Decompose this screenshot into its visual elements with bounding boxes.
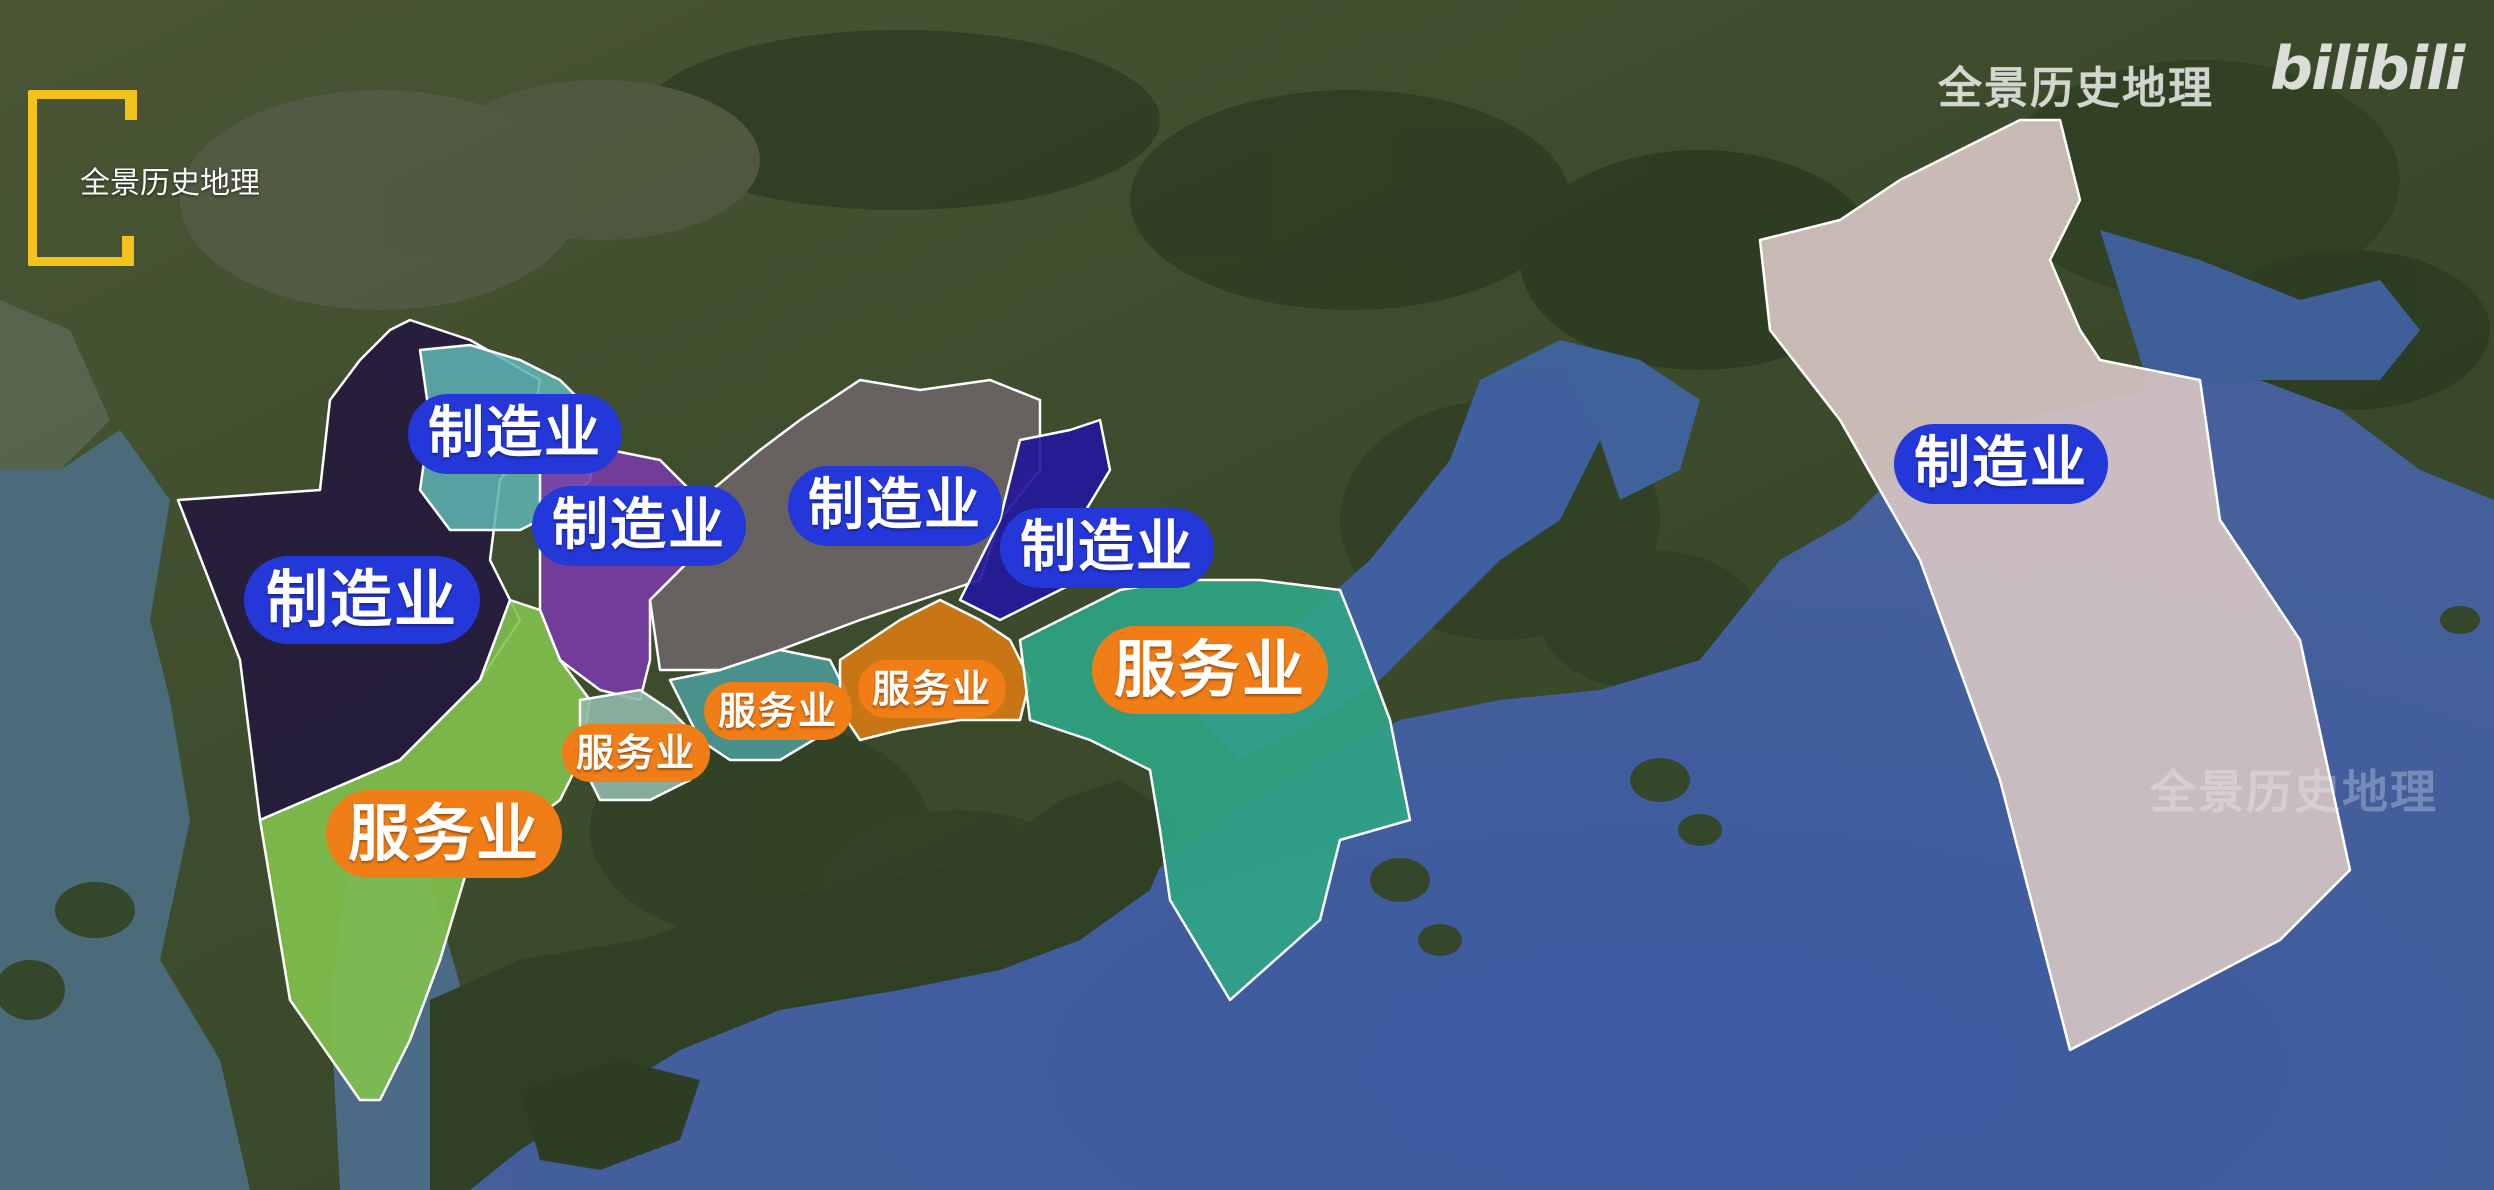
label-longgang-manufacturing: 制造业 <box>788 466 1002 546</box>
label-futian-service: 服务业 <box>562 724 711 782</box>
watermark-center: 全景历史地理 <box>2150 765 2438 819</box>
estuary-fish-ponds <box>0 300 110 470</box>
channel-logo-text: 全景历史地理 <box>80 166 260 201</box>
watermark-bilibili-logo: bilibili <box>2270 34 2465 104</box>
label-pingshan-manufacturing: 制造业 <box>1000 508 1214 588</box>
label-dapeng-service: 服务业 <box>1092 626 1329 714</box>
label-shenshan-manufacturing: 制造业 <box>1894 424 2108 504</box>
honghai-bay <box>2100 230 2420 390</box>
label-yantian-service: 服务业 <box>858 660 1007 718</box>
label-nanshan-service: 服务业 <box>326 790 563 878</box>
channel-logo-frame-corner <box>122 236 134 266</box>
daya-bay <box>1480 340 1700 500</box>
terrain-texture <box>180 30 2490 990</box>
label-guangming-manufacturing: 制造业 <box>408 394 622 474</box>
label-bao-an-manufacturing: 制造业 <box>244 556 481 644</box>
lantau-island <box>520 1060 700 1170</box>
label-longhua-manufacturing: 制造业 <box>532 486 746 566</box>
watermark-channel-name: 全景历史地理 <box>1938 63 2214 114</box>
region-shenshan <box>1758 118 2352 1052</box>
label-luohu-service: 服务业 <box>704 682 853 740</box>
channel-logo-frame <box>28 90 137 266</box>
islands <box>0 606 2480 1020</box>
